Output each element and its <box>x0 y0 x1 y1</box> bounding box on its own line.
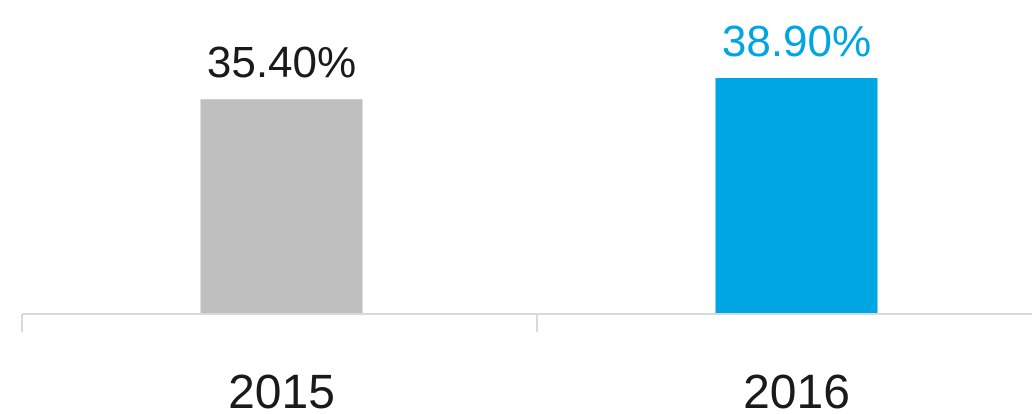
data-labels-group: 35.40% 38.90% <box>207 17 871 87</box>
bar-2015 <box>200 99 363 314</box>
data-label-2016: 38.90% <box>722 17 871 66</box>
x-tick-labels-group: 2015 2016 <box>228 366 850 414</box>
x-tick-label-2015: 2015 <box>228 366 335 414</box>
x-axis-ticks <box>21 314 538 332</box>
bars-group <box>200 78 878 314</box>
data-label-2015: 35.40% <box>207 38 356 87</box>
x-axis <box>21 313 1032 332</box>
bar-2016 <box>715 78 878 314</box>
x-tick-label-2016: 2016 <box>743 366 850 414</box>
